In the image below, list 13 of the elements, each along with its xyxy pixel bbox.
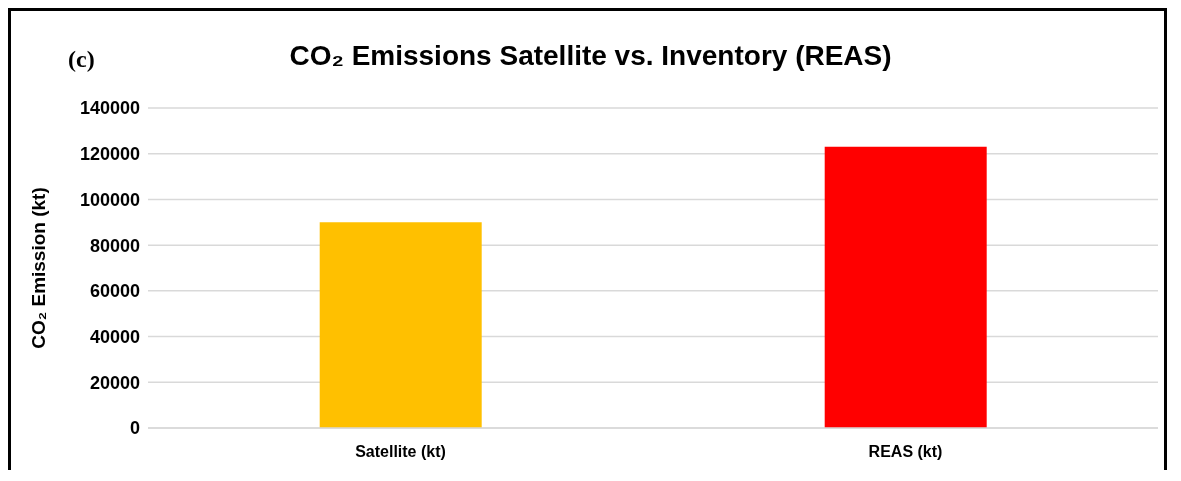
y-tick-label: 120000 <box>79 144 140 165</box>
y-tick-label: 40000 <box>89 326 140 347</box>
x-tick-label: Satellite (kt) <box>355 443 446 461</box>
y-axis-title: CO₂ Emission (kt) <box>27 187 49 349</box>
y-tick-label: 60000 <box>89 281 140 302</box>
chart-title: CO₂ Emissions Satellite vs. Inventory (REAS) <box>289 40 892 71</box>
y-tick-label: 20000 <box>89 372 140 393</box>
y-tick-label: 80000 <box>89 235 140 256</box>
y-tick-label: 140000 <box>79 98 140 119</box>
x-tick-label: REAS (kt) <box>868 443 943 461</box>
y-tick-label: 0 <box>129 418 140 439</box>
text: (c) <box>68 46 95 73</box>
y-tick-label: 100000 <box>79 189 140 210</box>
